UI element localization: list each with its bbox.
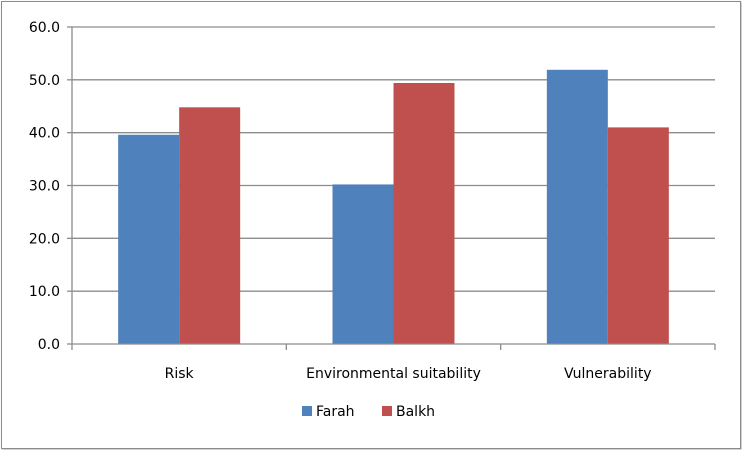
y-tick-label: 40.0 [29, 126, 60, 142]
y-tick-label: 30.0 [29, 179, 60, 195]
legend-label: Farah [316, 404, 355, 420]
y-tick-label: 20.0 [29, 231, 60, 247]
bar-balkh [393, 83, 455, 345]
bar-farah [332, 184, 394, 344]
bar-balkh [179, 107, 241, 344]
x-tick-label: Environmental suitability [306, 366, 481, 382]
x-tick-label: Risk [165, 366, 195, 382]
y-tick-label: 0.0 [38, 337, 60, 353]
y-tick-label: 10.0 [29, 284, 60, 300]
bar-balkh [607, 127, 669, 344]
x-tick-label: Vulnerability [564, 366, 652, 382]
y-tick-label: 50.0 [29, 73, 60, 89]
legend-swatch-farah [302, 406, 312, 416]
bar-farah [118, 134, 180, 344]
y-tick-label: 60.0 [29, 20, 60, 36]
legend-swatch-balkh [382, 406, 392, 416]
legend-label: Balkh [396, 404, 435, 420]
bar-farah [546, 69, 608, 345]
